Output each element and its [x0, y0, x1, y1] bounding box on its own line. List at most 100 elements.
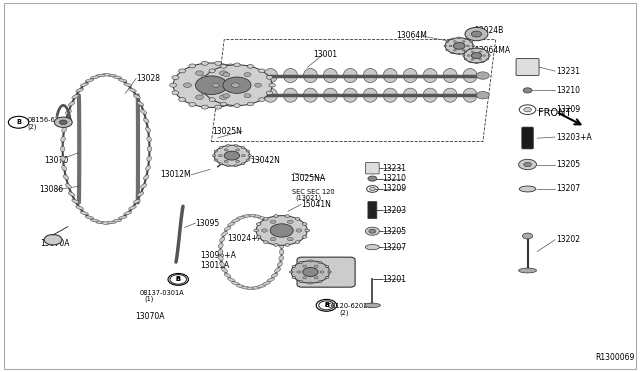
Circle shape [224, 160, 228, 163]
Ellipse shape [464, 51, 467, 52]
Ellipse shape [209, 69, 215, 73]
Ellipse shape [271, 227, 278, 231]
Ellipse shape [108, 221, 116, 224]
Text: 13028: 13028 [136, 74, 160, 83]
Text: 13025NA: 13025NA [290, 174, 325, 183]
Ellipse shape [257, 223, 261, 225]
Text: 08120-62028: 08120-62028 [328, 304, 372, 310]
Circle shape [211, 72, 224, 79]
Ellipse shape [323, 68, 337, 83]
Ellipse shape [214, 61, 221, 65]
Ellipse shape [269, 83, 275, 87]
Ellipse shape [458, 53, 461, 55]
Ellipse shape [179, 97, 186, 102]
Circle shape [303, 265, 307, 267]
Ellipse shape [266, 76, 273, 79]
Circle shape [518, 159, 536, 170]
Circle shape [471, 52, 481, 58]
Ellipse shape [302, 235, 307, 238]
Ellipse shape [236, 217, 245, 219]
Ellipse shape [280, 249, 284, 254]
Text: 13070A: 13070A [135, 312, 164, 321]
Ellipse shape [81, 211, 88, 215]
Text: 13070+A: 13070+A [314, 267, 349, 276]
Ellipse shape [244, 68, 257, 83]
Ellipse shape [451, 52, 454, 54]
Text: 13095+A: 13095+A [200, 251, 236, 260]
Ellipse shape [198, 83, 205, 87]
Ellipse shape [325, 265, 329, 267]
Text: 08137-0301A: 08137-0301A [140, 290, 184, 296]
Circle shape [476, 92, 489, 99]
Ellipse shape [214, 159, 218, 161]
Circle shape [202, 65, 272, 106]
Ellipse shape [244, 91, 251, 95]
Ellipse shape [219, 147, 222, 148]
Circle shape [224, 151, 239, 160]
Circle shape [471, 51, 474, 52]
Circle shape [471, 59, 474, 60]
Ellipse shape [292, 265, 296, 267]
Ellipse shape [241, 163, 244, 165]
Ellipse shape [137, 102, 144, 106]
Ellipse shape [224, 273, 231, 278]
Ellipse shape [221, 231, 227, 236]
Ellipse shape [262, 219, 270, 222]
Ellipse shape [234, 165, 237, 167]
Ellipse shape [463, 68, 477, 83]
Ellipse shape [264, 218, 268, 220]
Circle shape [195, 71, 204, 76]
Circle shape [369, 187, 375, 190]
Text: B: B [176, 276, 180, 282]
Text: 13209: 13209 [556, 105, 580, 114]
Ellipse shape [113, 76, 122, 79]
Ellipse shape [469, 61, 471, 62]
Circle shape [365, 227, 380, 235]
Ellipse shape [465, 52, 467, 54]
Ellipse shape [227, 64, 234, 68]
Ellipse shape [257, 217, 266, 219]
Ellipse shape [143, 118, 149, 123]
Ellipse shape [223, 68, 237, 83]
Ellipse shape [254, 229, 259, 232]
Circle shape [303, 267, 318, 276]
Ellipse shape [383, 88, 397, 102]
Text: 13012M: 13012M [161, 170, 191, 179]
Text: 13011A: 13011A [200, 261, 229, 270]
Text: 13207: 13207 [556, 185, 580, 193]
Ellipse shape [133, 199, 140, 203]
Ellipse shape [202, 91, 208, 95]
Ellipse shape [72, 199, 79, 203]
Ellipse shape [518, 268, 536, 273]
Circle shape [287, 220, 293, 224]
Ellipse shape [244, 88, 257, 102]
Ellipse shape [259, 69, 265, 73]
Circle shape [454, 41, 456, 42]
Ellipse shape [220, 237, 225, 242]
Circle shape [195, 95, 204, 100]
Ellipse shape [118, 79, 127, 82]
Ellipse shape [214, 150, 218, 152]
Circle shape [524, 162, 531, 167]
Ellipse shape [277, 262, 282, 267]
Text: 13064MA: 13064MA [474, 46, 511, 55]
Ellipse shape [137, 192, 144, 196]
Text: 13207: 13207 [383, 243, 406, 251]
Ellipse shape [308, 260, 312, 262]
Text: B: B [324, 303, 329, 308]
Circle shape [255, 83, 262, 87]
Ellipse shape [423, 68, 437, 83]
Circle shape [368, 176, 377, 181]
Text: SEC SEC 120: SEC SEC 120 [292, 189, 335, 195]
Ellipse shape [147, 156, 152, 161]
Text: (2): (2) [28, 124, 37, 130]
Text: 13231: 13231 [556, 67, 580, 76]
Ellipse shape [102, 74, 111, 76]
Circle shape [476, 72, 489, 79]
Ellipse shape [81, 83, 88, 86]
Ellipse shape [451, 38, 454, 39]
Ellipse shape [275, 268, 280, 272]
Ellipse shape [328, 271, 332, 273]
Text: 13205: 13205 [383, 227, 406, 236]
Ellipse shape [241, 286, 250, 289]
